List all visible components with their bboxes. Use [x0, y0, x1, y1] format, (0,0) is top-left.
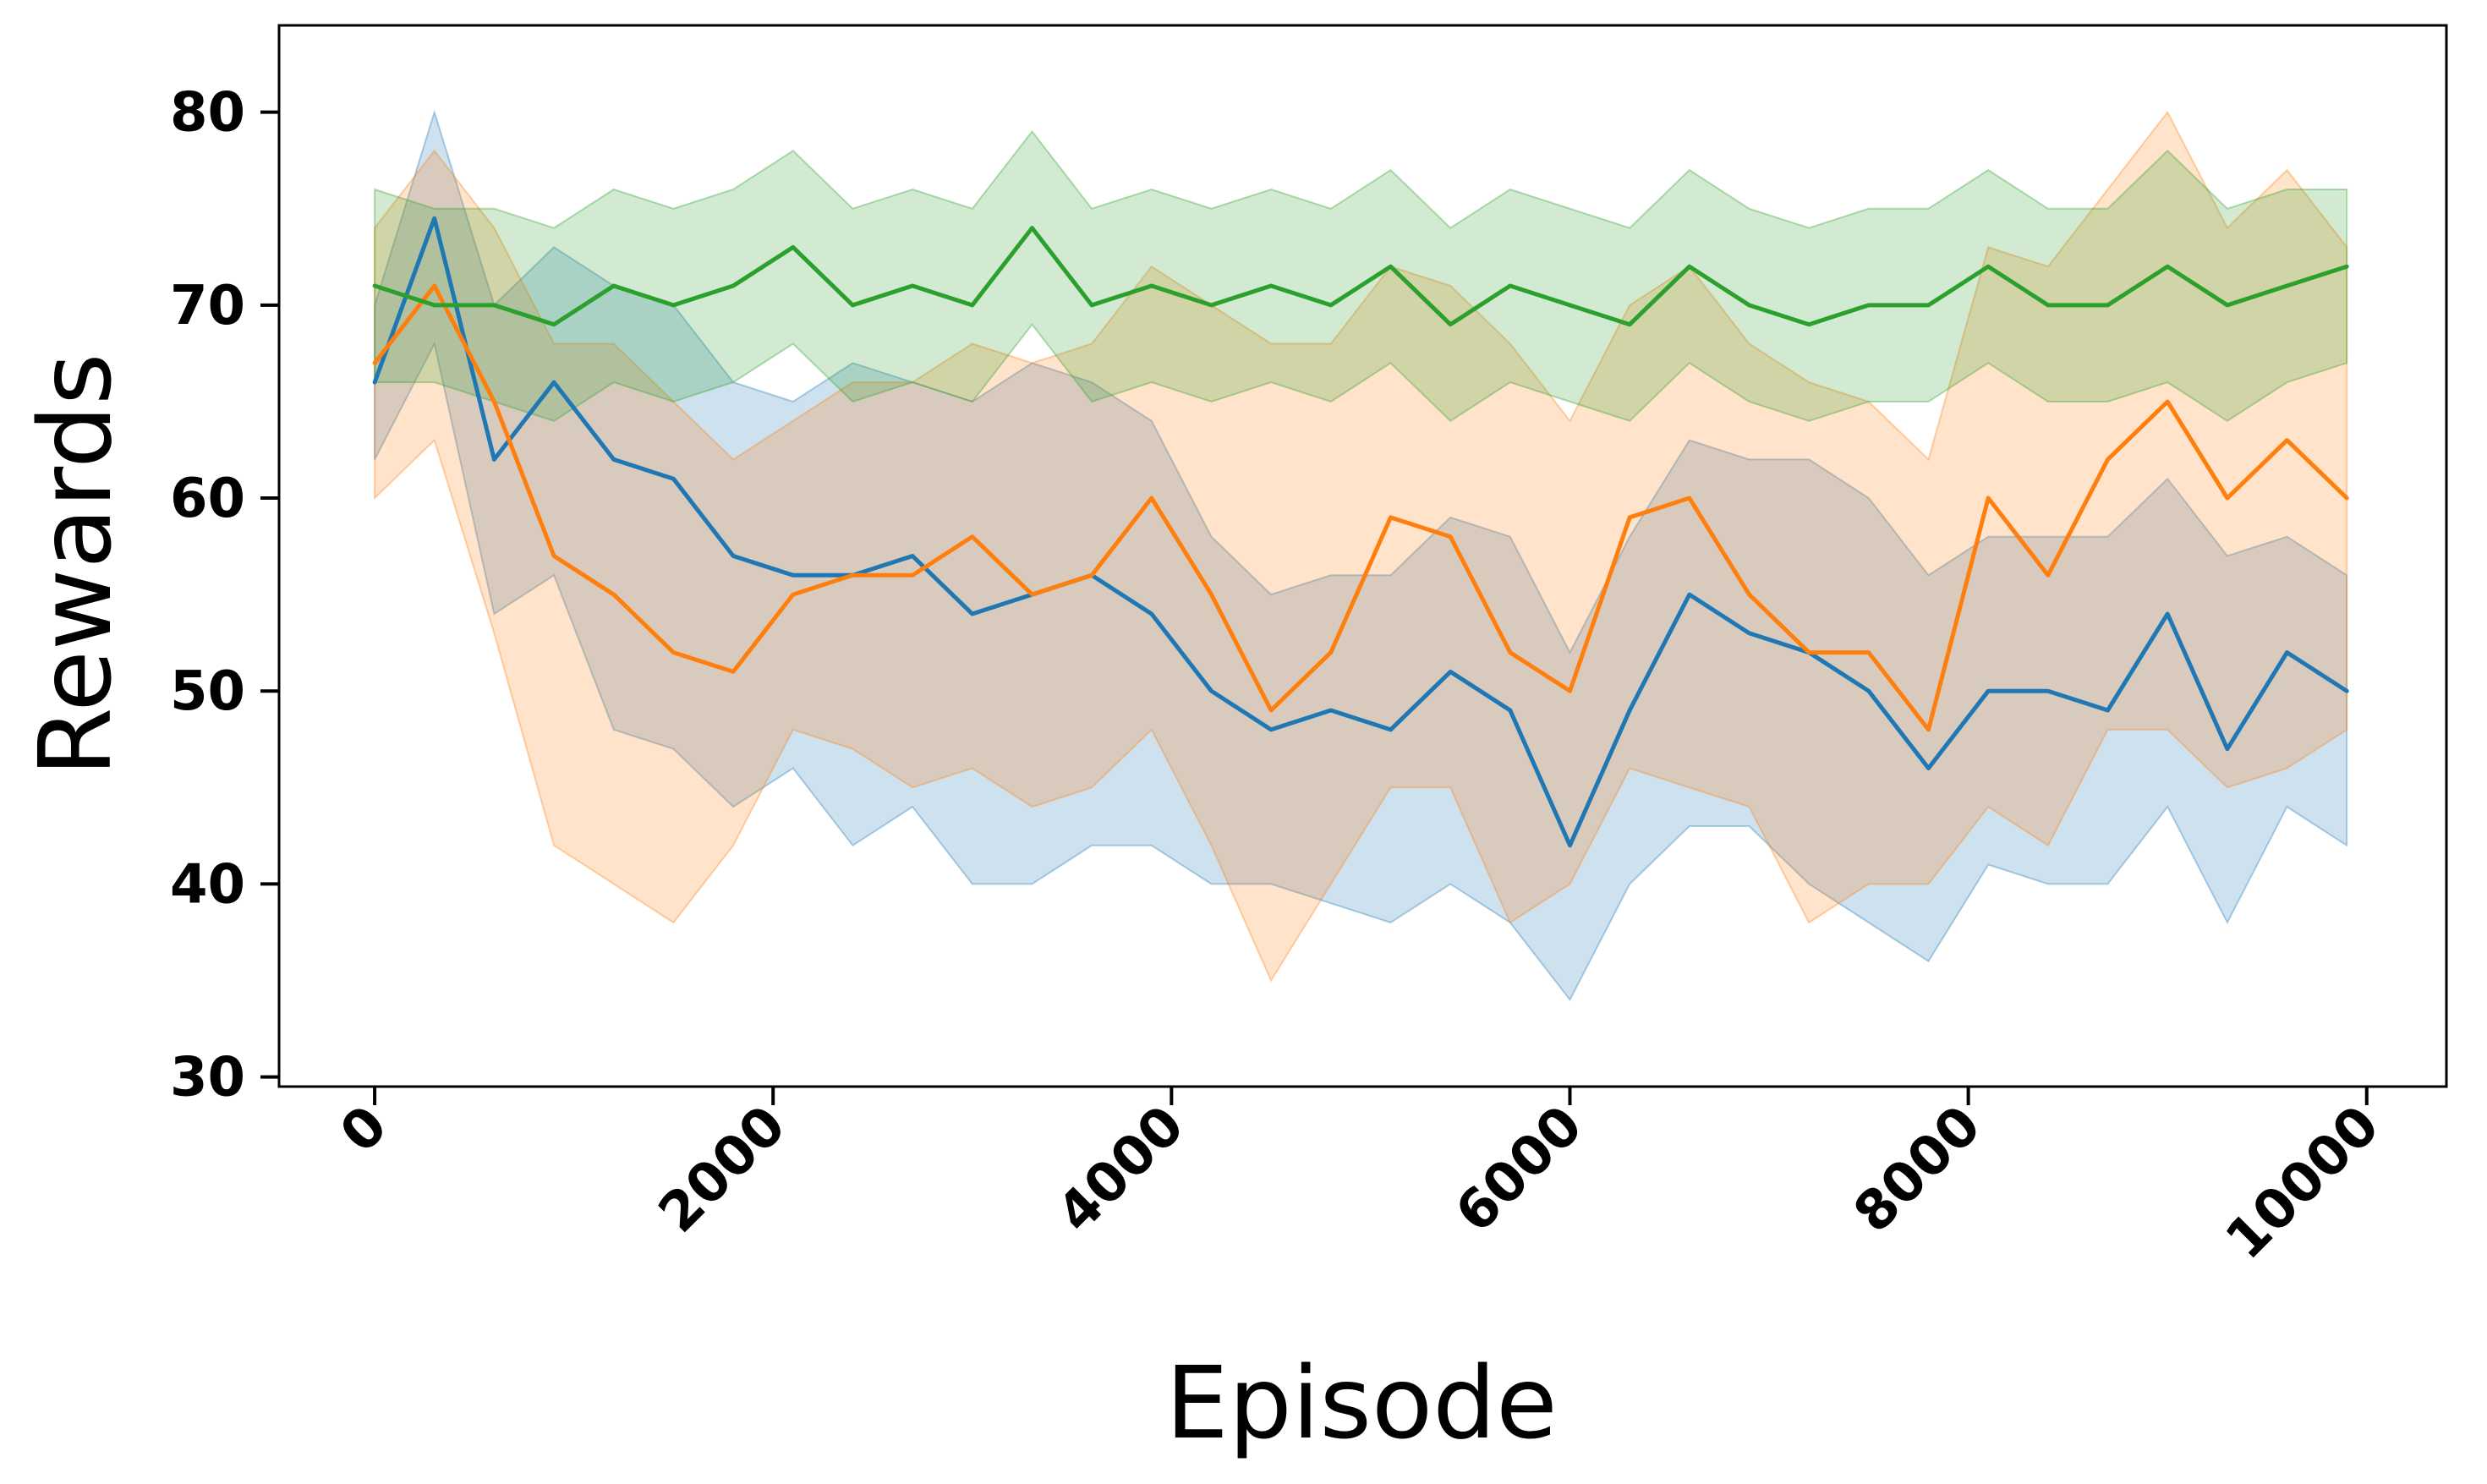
- plot-frame: [277, 24, 2448, 1088]
- confidence-bands: [374, 109, 2348, 1002]
- x-tick-label: 8000: [1843, 1094, 1993, 1245]
- series-2-band: [374, 110, 2348, 983]
- series-3-band: [374, 129, 2348, 423]
- series-2-line: [372, 283, 2349, 732]
- series-1-band: [374, 109, 2348, 1002]
- x-axis-ticks: 0 2000 4000 6000 8000 10000: [329, 1087, 2391, 1272]
- y-axis-ticks: 30 40 50 60 70 80: [170, 82, 279, 1109]
- y-tick-label: 40: [170, 853, 245, 916]
- series-lines: [372, 216, 2349, 848]
- y-tick-label: 30: [170, 1047, 245, 1109]
- y-tick-label: 50: [170, 660, 245, 723]
- x-tick-label: 4000: [1045, 1094, 1196, 1245]
- y-axis-label: Rewards: [17, 353, 134, 777]
- series-3-line: [372, 226, 2349, 327]
- series-1-line: [372, 216, 2349, 848]
- x-tick-label: 6000: [1444, 1094, 1595, 1245]
- y-tick-label: 70: [170, 275, 245, 337]
- x-tick-label: 10000: [2214, 1094, 2391, 1272]
- x-tick-label: 0: [329, 1094, 400, 1165]
- x-axis-label: Episode: [1165, 1344, 1557, 1461]
- y-tick-label: 60: [170, 468, 245, 530]
- y-tick-label: 80: [170, 82, 245, 145]
- x-tick-label: 2000: [647, 1094, 797, 1245]
